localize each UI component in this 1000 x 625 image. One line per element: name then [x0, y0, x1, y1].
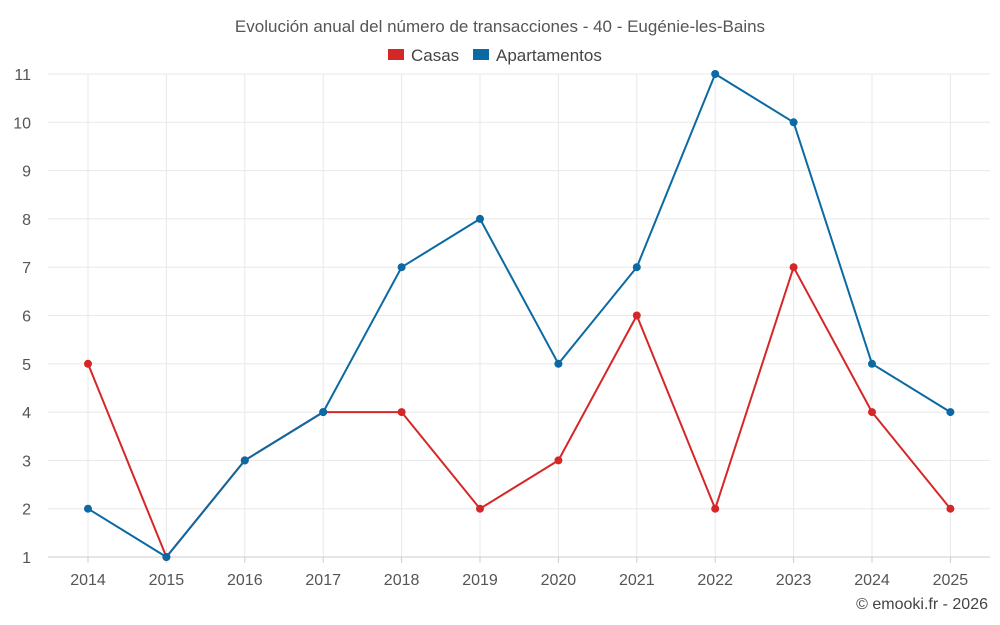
data-point-apartamentos[interactable]: [711, 70, 720, 78]
series-line-apartamentos: [87, 73, 951, 558]
grid: [48, 73, 990, 558]
x-tick-label: 2023: [776, 572, 812, 589]
data-point-apartamentos[interactable]: [319, 408, 328, 417]
y-tick-label: 6: [22, 309, 31, 326]
y-tick-label: 8: [22, 212, 31, 229]
y-tick-label: 3: [22, 453, 31, 470]
x-tick-label: 2021: [619, 572, 655, 589]
y-tick-label: 1: [22, 550, 31, 567]
data-point-casas[interactable]: [554, 456, 563, 465]
data-point-apartamentos[interactable]: [476, 214, 484, 223]
legend-swatch-casas: [388, 49, 404, 60]
x-tick-label: 2020: [541, 572, 577, 589]
y-tick-label: 5: [22, 357, 31, 374]
x-tick-label: 2014: [70, 572, 106, 589]
data-point-casas[interactable]: [476, 504, 484, 513]
legend: Casas Apartamentos: [388, 46, 602, 65]
data-point-casas[interactable]: [84, 359, 92, 368]
data-point-casas[interactable]: [789, 263, 798, 272]
x-tick-label: 2018: [384, 572, 420, 589]
x-tick-label: 2015: [149, 572, 185, 589]
y-tick-label: 7: [22, 260, 31, 277]
data-point-casas[interactable]: [868, 408, 876, 417]
data-point-casas[interactable]: [711, 504, 720, 513]
legend-swatch-apartamentos: [473, 49, 489, 60]
x-tick-label: 2019: [462, 572, 498, 589]
y-tick-label: 11: [14, 67, 31, 84]
data-point-apartamentos[interactable]: [632, 263, 641, 272]
data-point-apartamentos[interactable]: [397, 263, 406, 272]
data-point-apartamentos[interactable]: [84, 504, 92, 513]
x-tick-label: 2025: [933, 572, 969, 589]
data-point-apartamentos[interactable]: [868, 359, 876, 368]
axes: 1 2 3 4 5 6 7 8 9 10 11 2014 2015 2016 2017 2018 2019 202…: [13, 67, 990, 589]
data-point-apartamentos[interactable]: [162, 553, 171, 561]
data-point-apartamentos[interactable]: [946, 408, 955, 417]
data-point-casas[interactable]: [632, 311, 641, 320]
x-tick-label: 2022: [697, 572, 733, 589]
data-point-casas[interactable]: [946, 504, 955, 513]
x-tick-label: 2024: [854, 572, 890, 589]
x-tick-label: 2017: [305, 572, 341, 589]
series: [84, 70, 955, 561]
data-point-apartamentos[interactable]: [240, 456, 249, 465]
chart-title: Evolución anual del número de transaccio…: [235, 17, 765, 36]
legend-label-apartamentos: Apartamentos: [496, 46, 602, 65]
data-point-apartamentos[interactable]: [789, 118, 798, 127]
credit: © emooki.fr - 2026: [856, 596, 988, 613]
legend-label-casas: Casas: [411, 46, 459, 65]
x-tick-label: 2016: [227, 572, 263, 589]
y-tick-label: 10: [13, 115, 31, 132]
data-point-casas[interactable]: [397, 408, 406, 417]
y-tick-label: 4: [22, 405, 31, 422]
y-tick-label: 9: [22, 164, 31, 181]
data-point-apartamentos[interactable]: [554, 359, 563, 368]
y-tick-label: 2: [22, 502, 31, 519]
